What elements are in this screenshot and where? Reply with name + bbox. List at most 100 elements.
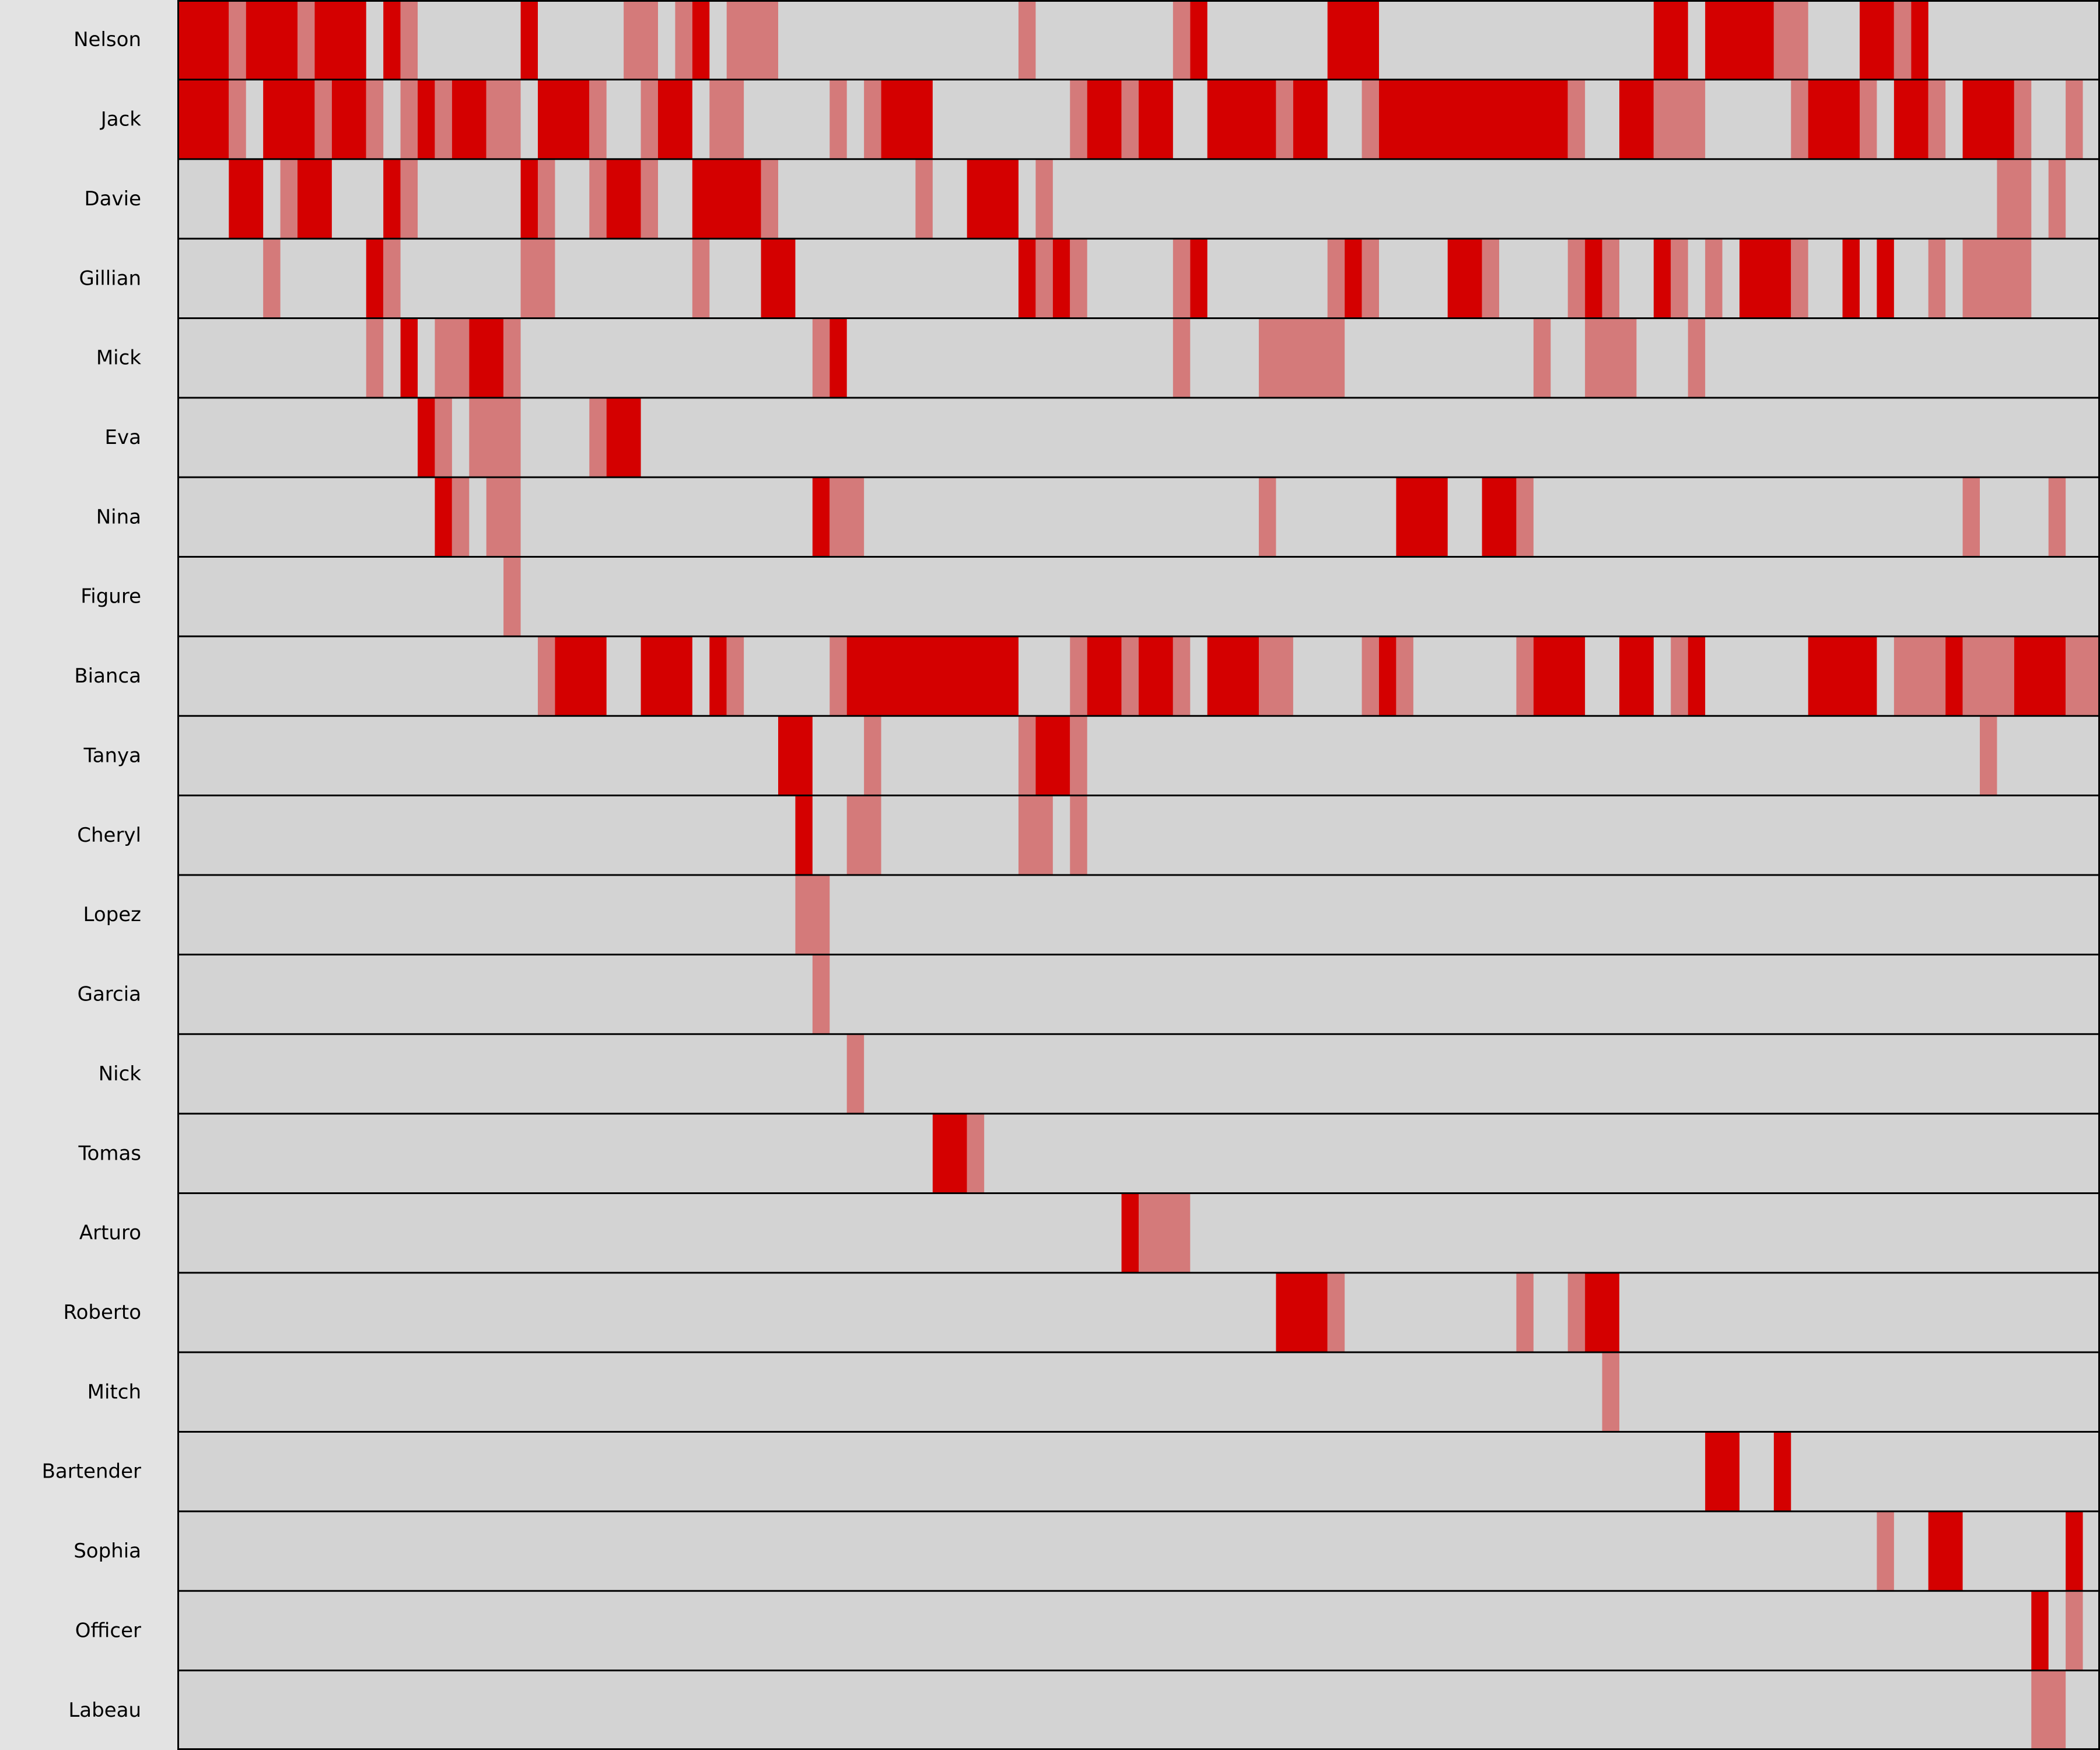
row-mitch — [177, 1352, 2100, 1432]
heat-cell-light — [280, 159, 298, 239]
heat-cell-strong — [469, 318, 504, 398]
heat-cell-light — [1877, 1511, 1894, 1591]
heat-cell-strong — [1773, 1432, 1791, 1511]
heat-cell-light — [2066, 1591, 2083, 1671]
row-background — [177, 1432, 2100, 1511]
heat-cell-strong — [1087, 636, 1122, 716]
heat-cell-light — [229, 79, 246, 159]
row-label: Nick — [99, 1062, 142, 1086]
heat-cell-strong — [1139, 636, 1173, 716]
heat-cell-strong — [967, 159, 1019, 239]
heat-cell-light — [1928, 79, 1946, 159]
heat-cell-strong — [1087, 79, 1122, 159]
heat-cell-light — [1259, 636, 1293, 716]
heat-cell-light — [1928, 239, 1946, 318]
row-label: Nina — [96, 505, 141, 528]
heat-cell-light — [503, 318, 521, 398]
row-label: Sophia — [74, 1539, 141, 1563]
row-labeau — [177, 1670, 2100, 1750]
row-background — [177, 1272, 2100, 1353]
heat-cell-light — [812, 318, 830, 398]
heat-cell-light — [400, 159, 418, 239]
heat-cell-light — [967, 1114, 985, 1194]
row-label: Officer — [75, 1619, 141, 1642]
heat-cell-light — [1396, 636, 1413, 716]
row-label: Tomas — [78, 1142, 141, 1165]
heat-cell-strong — [435, 477, 452, 557]
heat-cell-strong — [1877, 239, 1894, 318]
heat-cell-strong — [830, 318, 847, 398]
heat-cell-strong — [366, 239, 384, 318]
heat-cell-strong — [761, 239, 796, 318]
heat-cell-light — [692, 239, 710, 318]
heat-cell-light — [1362, 79, 1379, 159]
heat-cell-light — [864, 716, 881, 796]
heat-cell-light — [1070, 636, 1087, 716]
row-nelson — [177, 0, 2100, 80]
heat-cell-light — [1035, 239, 1053, 318]
heat-cell-light — [589, 79, 607, 159]
heat-cell-strong — [932, 1114, 967, 1194]
heat-cell-strong — [812, 477, 830, 557]
heat-cell-light — [538, 636, 555, 716]
row-labels: Nelson Jack Davie Gillian Mick Eva Nina Figure B… — [42, 28, 142, 1722]
row-background — [177, 1114, 2100, 1194]
heat-cell-strong — [846, 636, 1019, 716]
heat-cell-strong — [1585, 1272, 1619, 1353]
heat-cell-light — [1172, 239, 1191, 318]
heat-cell-strong — [1860, 636, 1877, 716]
heat-cell-strong — [795, 795, 813, 875]
heat-cell-strong — [606, 397, 641, 478]
heat-cell-light — [830, 477, 864, 557]
row-label: Figure — [80, 585, 141, 608]
heat-cell-light — [1567, 1272, 1586, 1353]
heat-cell-light — [1705, 239, 1723, 318]
heat-cell-light — [1894, 636, 1946, 716]
heat-cell-strong — [778, 716, 813, 796]
row-label: Gillian — [79, 267, 141, 290]
heat-cell-strong — [331, 79, 366, 159]
heat-cell-light — [2031, 1670, 2066, 1750]
heat-cell-strong — [1327, 0, 1379, 80]
row-roberto — [177, 1272, 2100, 1353]
heat-cell-strong — [520, 0, 538, 80]
heat-cell-light — [1259, 477, 1276, 557]
row-background — [177, 954, 2100, 1034]
row-bartender — [177, 1432, 2100, 1511]
heat-cell-light — [383, 239, 401, 318]
heat-cell-light — [520, 239, 555, 318]
heat-cell-light — [846, 795, 881, 875]
heat-cell-light — [1362, 239, 1379, 318]
heatmap-rows — [177, 0, 2100, 1750]
heat-cell-light — [1139, 1193, 1191, 1273]
row-background — [177, 397, 2100, 478]
heat-cell-light — [709, 79, 744, 159]
heat-cell-strong — [1207, 636, 1259, 716]
heat-cell-light — [263, 239, 281, 318]
heat-cell-strong — [1052, 239, 1070, 318]
heat-cell-strong — [418, 397, 435, 478]
heat-cell-light — [589, 159, 607, 239]
row-background — [177, 795, 2100, 875]
heat-cell-strong — [2066, 1511, 2083, 1591]
heat-cell-light — [2048, 159, 2066, 239]
row-background — [177, 1352, 2100, 1432]
heat-cell-strong — [383, 159, 401, 239]
heat-cell-light — [726, 0, 778, 80]
row-lopez — [177, 875, 2100, 955]
row-label: Lopez — [83, 903, 142, 926]
heat-cell-strong — [1207, 79, 1276, 159]
heat-cell-light — [624, 0, 658, 80]
heat-cell-strong — [538, 79, 590, 159]
heat-cell-light — [1327, 1272, 1345, 1353]
heat-cell-light — [675, 0, 692, 80]
heat-cell-strong — [1842, 239, 1860, 318]
row-label: Tanya — [83, 744, 141, 767]
heat-cell-light — [589, 397, 607, 478]
heat-cell-light — [452, 477, 470, 557]
heat-cell-light — [1070, 795, 1087, 875]
row-label: Mick — [96, 346, 141, 370]
heat-cell-strong — [1705, 1432, 1740, 1511]
heat-cell-light — [1019, 0, 1036, 80]
